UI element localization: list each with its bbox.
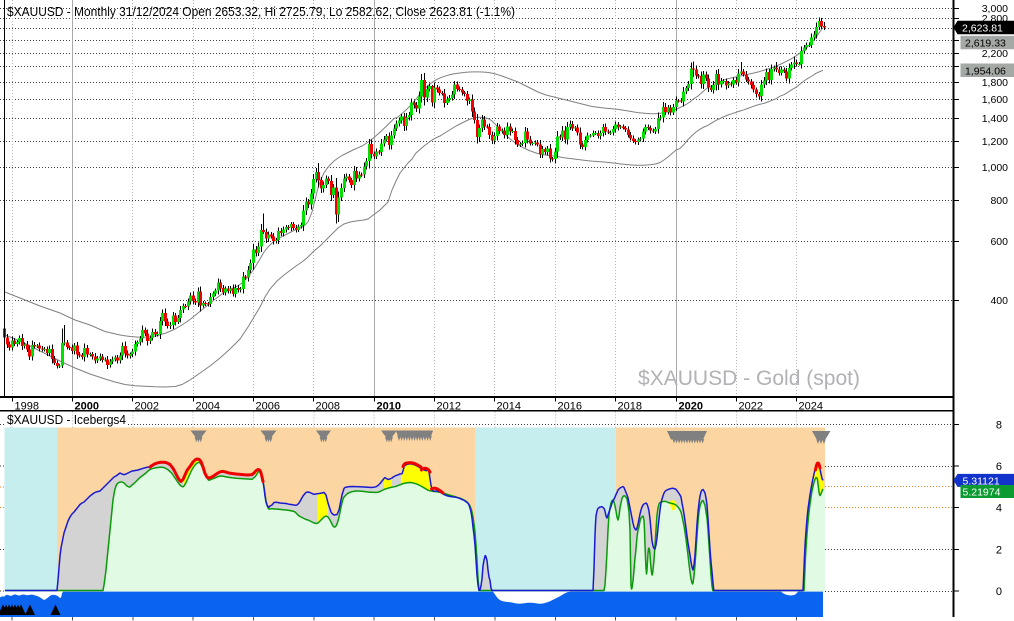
svg-text:2008: 2008 — [316, 401, 340, 413]
svg-text:2024: 2024 — [799, 401, 823, 413]
svg-text:$XAUUSD - Icebergs4: $XAUUSD - Icebergs4 — [7, 412, 126, 427]
svg-text:2: 2 — [996, 544, 1002, 556]
svg-text:2004: 2004 — [196, 401, 220, 413]
svg-text:2014: 2014 — [497, 401, 521, 413]
svg-text:2022: 2022 — [739, 401, 763, 413]
svg-text:6: 6 — [996, 461, 1002, 473]
svg-text:1,600: 1,600 — [982, 94, 1008, 106]
svg-text:800: 800 — [990, 195, 1008, 207]
svg-text:2000: 2000 — [75, 401, 99, 413]
svg-text:2018: 2018 — [618, 401, 642, 413]
svg-text:400: 400 — [990, 295, 1008, 307]
svg-text:2,623.81: 2,623.81 — [962, 23, 1003, 35]
svg-text:2002: 2002 — [135, 401, 159, 413]
svg-text:1,800: 1,800 — [982, 77, 1008, 89]
svg-text:0: 0 — [996, 586, 1002, 598]
svg-text:5.31121: 5.31121 — [963, 475, 1000, 487]
svg-text:$XAUUSD - Monthly 31/12/2024 O: $XAUUSD - Monthly 31/12/2024 Open 2653.3… — [7, 4, 515, 19]
svg-text:5.21974: 5.21974 — [963, 487, 1001, 499]
svg-text:2020: 2020 — [679, 401, 703, 413]
svg-text:1,200: 1,200 — [982, 136, 1008, 148]
svg-text:3,000: 3,000 — [982, 3, 1008, 15]
svg-text:$XAUUSD - Gold (spot): $XAUUSD - Gold (spot) — [638, 367, 860, 390]
svg-text:600: 600 — [990, 236, 1008, 248]
svg-text:1,400: 1,400 — [982, 113, 1008, 125]
svg-text:2010: 2010 — [377, 401, 401, 413]
svg-text:8: 8 — [996, 419, 1002, 431]
svg-text:1,000: 1,000 — [982, 162, 1008, 174]
svg-text:2,619.33: 2,619.33 — [965, 38, 1006, 50]
svg-text:2,200: 2,200 — [982, 48, 1008, 60]
svg-text:1998: 1998 — [15, 401, 39, 413]
svg-text:2012: 2012 — [437, 401, 461, 413]
svg-text:2006: 2006 — [256, 401, 280, 413]
svg-text:1,954.06: 1,954.06 — [965, 65, 1006, 77]
svg-text:2016: 2016 — [558, 401, 582, 413]
svg-text:4: 4 — [996, 503, 1002, 515]
